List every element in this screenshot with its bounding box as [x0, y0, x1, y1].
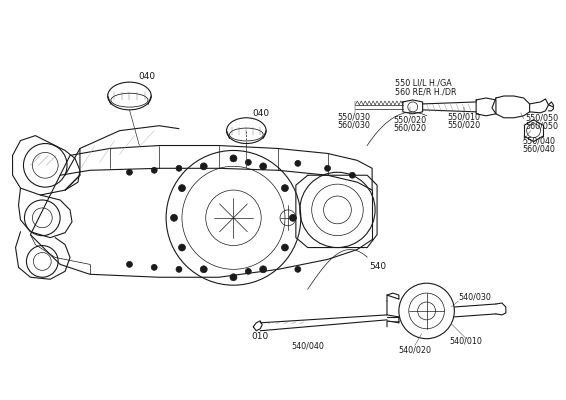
- Text: 040: 040: [139, 72, 156, 81]
- Circle shape: [289, 214, 297, 221]
- Text: 560/020: 560/020: [393, 124, 426, 133]
- Circle shape: [151, 167, 157, 173]
- Text: 540/010: 540/010: [450, 337, 483, 346]
- Text: 550/040: 550/040: [522, 136, 556, 146]
- Circle shape: [200, 163, 207, 170]
- Circle shape: [260, 266, 267, 273]
- Text: 540/040: 540/040: [291, 342, 324, 350]
- Text: 540/030: 540/030: [458, 292, 491, 301]
- Text: 540/020: 540/020: [398, 346, 431, 354]
- Circle shape: [178, 244, 186, 251]
- Text: 550/010: 550/010: [448, 113, 481, 122]
- Text: 550 LI/L H./GA: 550 LI/L H./GA: [395, 78, 452, 87]
- Circle shape: [176, 165, 182, 171]
- Text: 550/020: 550/020: [448, 121, 481, 130]
- Text: 550/020: 550/020: [393, 116, 426, 125]
- Circle shape: [349, 172, 355, 178]
- Text: 040: 040: [252, 109, 270, 118]
- Text: 540: 540: [369, 262, 386, 271]
- Circle shape: [178, 185, 186, 192]
- Circle shape: [151, 264, 157, 270]
- Circle shape: [281, 185, 289, 192]
- Text: 010: 010: [251, 332, 269, 341]
- Text: 550/030: 550/030: [338, 113, 371, 122]
- Text: 560/030: 560/030: [338, 121, 371, 130]
- Text: 560 RE/R H./DR: 560 RE/R H./DR: [395, 87, 456, 96]
- Circle shape: [260, 163, 267, 170]
- Circle shape: [295, 160, 301, 166]
- Circle shape: [176, 266, 182, 272]
- Circle shape: [295, 266, 301, 272]
- Circle shape: [245, 268, 251, 274]
- Circle shape: [200, 266, 207, 273]
- Text: 560/050: 560/050: [526, 122, 559, 131]
- Text: 550/050: 550/050: [526, 114, 559, 123]
- Circle shape: [230, 155, 237, 162]
- Circle shape: [245, 159, 251, 165]
- Circle shape: [281, 244, 289, 251]
- Circle shape: [230, 274, 237, 281]
- Text: 560/040: 560/040: [522, 144, 556, 154]
- Circle shape: [324, 165, 331, 171]
- Circle shape: [170, 214, 178, 221]
- Circle shape: [126, 169, 132, 175]
- Circle shape: [126, 262, 132, 267]
